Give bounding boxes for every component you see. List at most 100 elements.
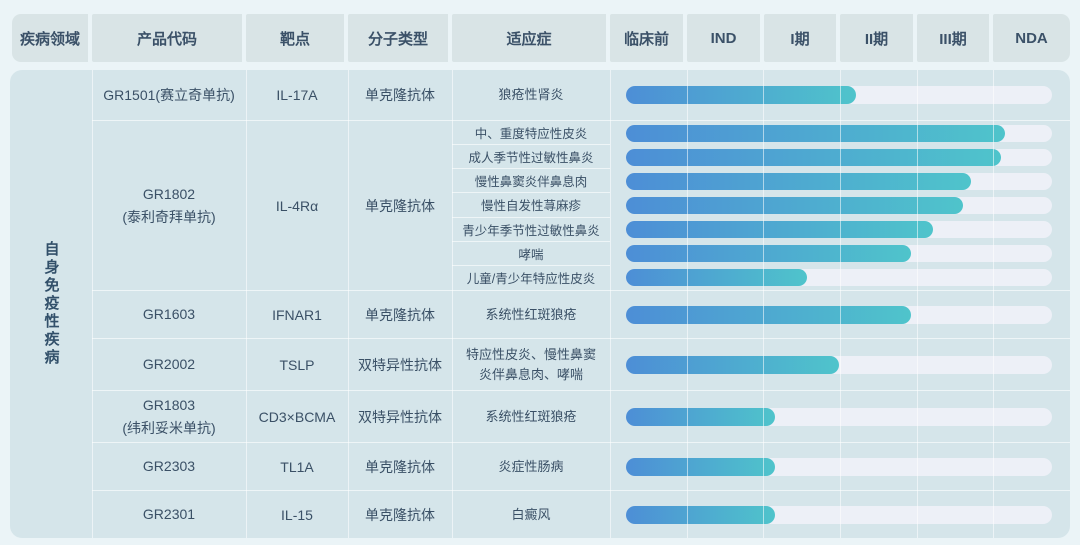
table-row-content: GR1603 IFNAR1 单克隆抗体 系统性红斑狼疮	[92, 291, 1070, 339]
stage-bar-area	[610, 242, 1070, 266]
stage-progress-bar	[626, 86, 857, 104]
column-header: 分子类型	[348, 14, 452, 62]
column-header: III期	[917, 14, 993, 62]
table-row-content: GR2002 TSLP 双特异性抗体 特应性皮炎、慢性鼻窦炎伴鼻息肉、哮喘	[92, 339, 1070, 391]
stage-track	[626, 172, 1052, 190]
indication-cell: 炎症性肠病	[498, 458, 564, 474]
target-cell: IL-17A	[276, 87, 318, 103]
stage-bar-area	[610, 339, 1070, 390]
indication-cell: 哮喘	[452, 242, 610, 266]
stage-progress-bar	[626, 124, 1006, 142]
table-row: GR2301 IL-15 单克隆抗体 白癜风	[10, 491, 1070, 538]
stage-progress-bar	[626, 269, 808, 287]
sub-row: 儿童/青少年特应性皮炎	[452, 266, 1070, 290]
molecule-cell: 单克隆抗体	[365, 506, 435, 523]
target-cell: IFNAR1	[272, 306, 322, 323]
stage-bar-area	[610, 491, 1070, 538]
stage-bar-area	[610, 169, 1070, 193]
sub-row: 慢性鼻窦炎伴鼻息肉	[452, 169, 1070, 194]
stage-track	[626, 305, 1052, 324]
table-row-content: GR1803 (纬利妥米单抗) CD3×BCMA 双特异性抗体 系统性红斑狼疮	[92, 391, 1070, 443]
column-header: NDA	[993, 14, 1070, 62]
stage-progress-bar	[626, 505, 776, 524]
table-row: GR1501(赛立奇单抗) IL-17A 单克隆抗体 狼疮性肾炎	[10, 70, 1070, 121]
molecule-cell: 单克隆抗体	[365, 197, 435, 214]
target-cell: TL1A	[280, 458, 314, 475]
table-row: GR2303 TL1A 单克隆抗体 炎症性肠病	[10, 443, 1070, 491]
molecule-cell: 单克隆抗体	[365, 458, 435, 475]
indication-cell: 系统性红斑狼疮	[485, 408, 577, 424]
stage-progress-bar	[626, 457, 776, 476]
indication-cell: 白癜风	[511, 506, 551, 522]
stage-bar-area	[610, 145, 1070, 169]
stage-track	[626, 269, 1052, 287]
stage-track	[626, 221, 1052, 239]
column-header: 临床前	[610, 14, 687, 62]
indication-cell: 狼疮性肾炎	[498, 87, 564, 103]
indication-cell: 成人季节性过敏性鼻炎	[452, 145, 610, 170]
indication-cell: 青少年季节性过敏性鼻炎	[452, 218, 610, 242]
column-header: 疾病领域	[12, 14, 92, 62]
stage-track	[626, 196, 1052, 214]
stage-bar-area	[610, 218, 1070, 242]
stage-progress-bar	[626, 148, 1001, 166]
table-row: GR1802 (泰利奇拜单抗) IL-4Rα 单克隆抗体 中、重度特应性皮炎 成人季节性…	[10, 121, 1070, 291]
column-header: 适应症	[452, 14, 610, 62]
stage-progress-bar	[626, 305, 912, 324]
sub-row: 青少年季节性过敏性鼻炎	[452, 218, 1070, 242]
indication-cell: 儿童/青少年特应性皮炎	[466, 272, 596, 287]
product-cell: GR1802 (泰利奇拜单抗)	[122, 186, 216, 225]
product-cell: GR1803 (纬利妥米单抗)	[122, 397, 216, 436]
stage-progress-bar	[626, 172, 972, 190]
stage-progress-bar	[626, 221, 933, 239]
molecule-cell: 单克隆抗体	[365, 306, 435, 323]
stage-bar-area	[610, 70, 1070, 120]
product-cell: GR1603	[142, 306, 196, 323]
table-row-content: GR1802 (泰利奇拜单抗) IL-4Rα 单克隆抗体 中、重度特应性皮炎 成人季节性…	[92, 121, 1070, 291]
column-header: IND	[687, 14, 764, 62]
stage-progress-bar	[626, 407, 776, 426]
molecule-cell: 单克隆抗体	[365, 87, 435, 103]
indication-cell: 慢性自发性荨麻疹	[452, 193, 610, 218]
stage-track	[626, 407, 1052, 426]
product-cell: GR2002	[142, 356, 196, 373]
table-row: GR1603 IFNAR1 单克隆抗体 系统性红斑狼疮	[10, 291, 1070, 339]
sub-row: 哮喘	[452, 242, 1070, 266]
target-cell: IL-4Rα	[275, 197, 319, 214]
column-header: 靶点	[246, 14, 348, 62]
stage-bar-area	[610, 266, 1070, 290]
product-cell: GR2303	[142, 458, 196, 475]
stage-track	[626, 355, 1052, 374]
target-cell: TSLP	[279, 356, 315, 373]
stage-bar-area	[610, 443, 1070, 490]
indication-cell: 中、重度特应性皮炎	[452, 121, 610, 146]
stage-track	[626, 124, 1052, 142]
stage-bar-area	[610, 291, 1070, 338]
disease-area-cell: 自身免疫性疾病	[10, 70, 92, 538]
stage-bar-area	[610, 193, 1070, 217]
indication-cell: 系统性红斑狼疮	[485, 306, 577, 322]
stage-progress-bar	[626, 355, 839, 374]
sub-row: 成人季节性过敏性鼻炎	[452, 145, 1070, 170]
product-cell: GR2301	[142, 506, 196, 523]
table-rows: GR1501(赛立奇单抗) IL-17A 单克隆抗体 狼疮性肾炎 GR1802 (泰利奇…	[10, 70, 1070, 538]
stage-track	[626, 457, 1052, 476]
stage-track	[626, 505, 1052, 524]
pipeline-panel: 自身免疫性疾病 GR1501(赛立奇单抗) IL-17A 单克隆抗体 狼疮性肾炎 GR1…	[10, 70, 1070, 538]
stage-bar-area	[610, 121, 1070, 145]
column-header: 产品代码	[92, 14, 246, 62]
stage-track	[626, 148, 1052, 166]
table-row: GR1803 (纬利妥米单抗) CD3×BCMA 双特异性抗体 系统性红斑狼疮	[10, 391, 1070, 443]
column-header: I期	[764, 14, 840, 62]
indication-cell: 慢性鼻窦炎伴鼻息肉	[452, 169, 610, 194]
disease-area-label: 自身免疫性疾病	[42, 241, 60, 367]
stage-bar-area	[610, 391, 1070, 442]
table-row-content: GR2301 IL-15 单克隆抗体 白癜风	[92, 491, 1070, 538]
stage-track	[626, 86, 1052, 104]
sub-row: 慢性自发性荨麻疹	[452, 193, 1070, 218]
target-cell: IL-15	[281, 506, 313, 523]
product-cell: GR1501(赛立奇单抗)	[103, 86, 235, 103]
target-cell: CD3×BCMA	[258, 408, 336, 425]
indication-cell: 特应性皮炎、慢性鼻窦炎伴鼻息肉、哮喘	[465, 347, 596, 382]
